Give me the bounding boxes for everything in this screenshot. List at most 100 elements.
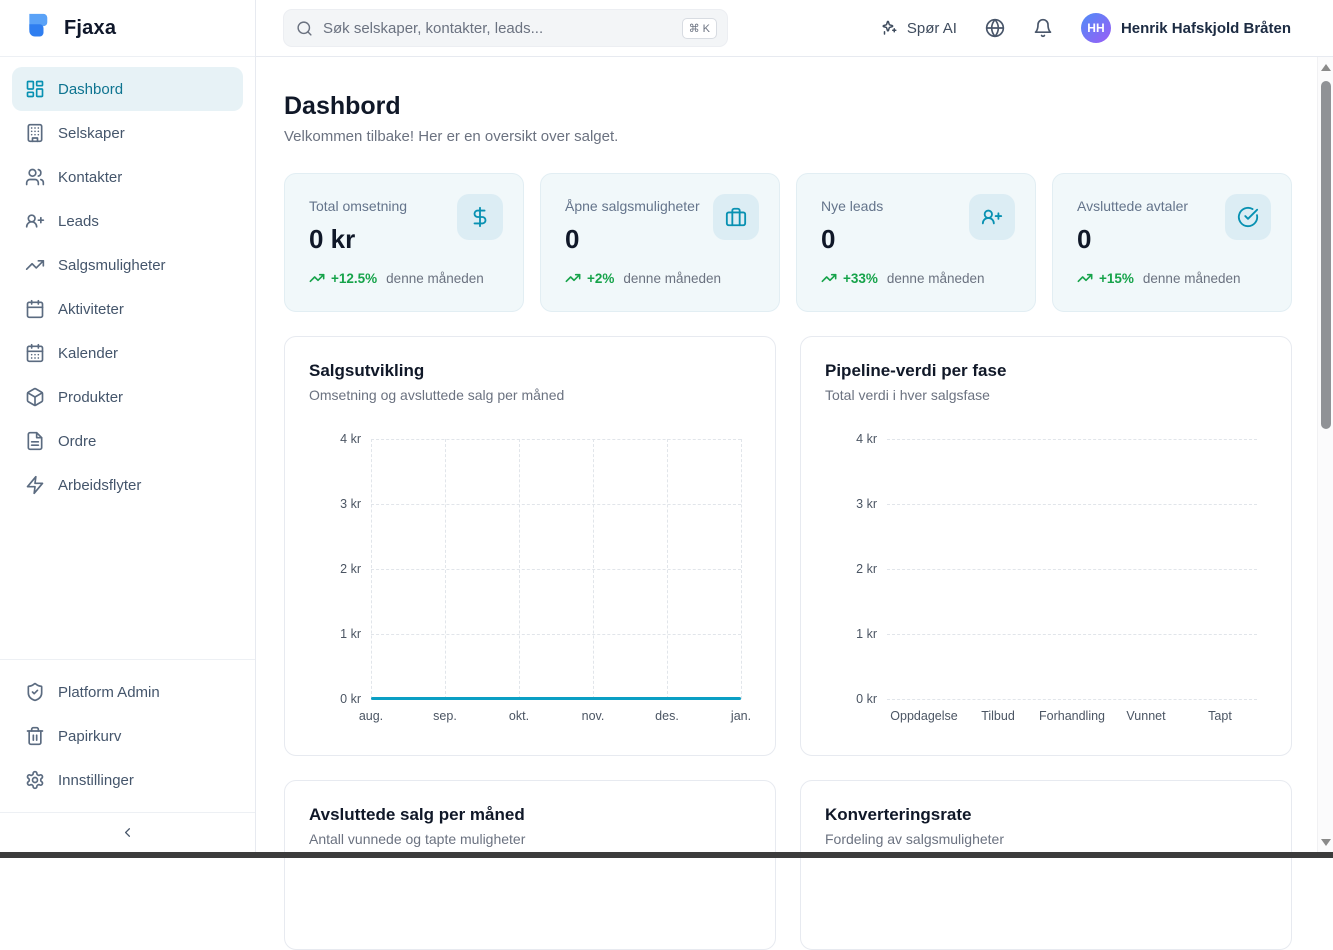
stats-row: Total omsetning 0 kr +12.5% denne månede… <box>284 173 1292 312</box>
main-content: Dashbord Velkommen tilbake! Her er en ov… <box>257 57 1317 950</box>
sidebar-item-dashboard[interactable]: Dashbord <box>12 67 243 111</box>
zap-icon <box>25 475 45 495</box>
sidebar-item-label: Leads <box>58 212 99 230</box>
pipeline-value-chart-card: Pipeline-verdi per fase Total verdi i hv… <box>800 336 1292 756</box>
y-axis-tick: 4 kr <box>856 432 877 446</box>
vertical-scrollbar[interactable] <box>1317 57 1333 858</box>
sparkles-icon <box>880 19 898 37</box>
package-icon <box>25 387 45 407</box>
avatar: HH <box>1080 13 1111 43</box>
topbar: ⌘ K Spør AI HH Henrik Hafskjold Bråten <box>256 0 1333 57</box>
sidebar-item-platform-admin[interactable]: Platform Admin <box>12 670 243 714</box>
sidebar-item-salgsmuligheter[interactable]: Salgsmuligheter <box>12 243 243 287</box>
user-plus-icon <box>969 194 1015 240</box>
keyboard-shortcut-badge: ⌘ K <box>681 17 717 39</box>
sales-trend-chart-card: Salgsutvikling Omsetning og avsluttede s… <box>284 336 776 756</box>
sidebar-collapse-button[interactable] <box>0 812 255 852</box>
y-axis-tick: 2 kr <box>856 562 877 576</box>
sidebar-item-label: Papirkurv <box>58 727 122 745</box>
chart-grid: aug. sep. okt. nov. des. jan. <box>359 439 751 723</box>
line-chart-plot: 4 kr 3 kr 2 kr 1 kr 0 kr <box>309 429 751 739</box>
y-axis-tick: 0 kr <box>856 692 877 706</box>
y-axis-tick: 1 kr <box>340 627 361 641</box>
brand-header: Fjaxa <box>0 0 255 57</box>
y-axis-tick: 0 kr <box>340 692 361 706</box>
building-icon <box>25 123 45 143</box>
x-axis-tick: jan. <box>730 709 752 723</box>
stat-trend: +33% denne måneden <box>821 270 1011 286</box>
scroll-down-arrow-icon[interactable] <box>1321 839 1331 846</box>
stat-trend: +15% denne måneden <box>1077 270 1267 286</box>
x-axis-tick: Forhandling <box>1038 709 1106 723</box>
scroll-up-arrow-icon[interactable] <box>1321 64 1331 71</box>
sidebar-item-innstillinger[interactable]: Innstillinger <box>12 758 243 802</box>
x-axis-tick: sep. <box>433 709 457 723</box>
sidebar-item-selskaper[interactable]: Selskaper <box>12 111 243 155</box>
stat-label: Total omsetning <box>309 198 408 214</box>
trend-percent: +33% <box>843 270 878 286</box>
y-axis-tick: 1 kr <box>856 627 877 641</box>
ask-ai-label: Spør AI <box>906 19 957 37</box>
x-axis-tick: aug. <box>358 709 384 723</box>
trending-up-icon <box>309 270 325 286</box>
sidebar-item-kontakter[interactable]: Kontakter <box>12 155 243 199</box>
chart-subtitle: Fordeling av salgsmuligheter <box>825 831 1004 847</box>
file-text-icon <box>25 431 45 451</box>
sidebar-item-label: Kontakter <box>58 168 123 186</box>
search-input[interactable] <box>323 19 672 37</box>
chart-title: Salgsutvikling <box>309 361 425 380</box>
stat-card-nye-leads: Nye leads 0 +33% denne måneden <box>796 173 1036 312</box>
x-axis-tick: nov. <box>581 709 605 723</box>
user-menu[interactable]: HH Henrik Hafskjold Bråten <box>1080 13 1291 43</box>
sidebar-item-ordre[interactable]: Ordre <box>12 419 243 463</box>
chart-title: Konverteringsrate <box>825 805 972 824</box>
x-axis-tick: Tilbud <box>981 709 1015 723</box>
stat-label: Avsluttede avtaler <box>1077 198 1189 214</box>
page-title: Dashbord <box>284 92 401 120</box>
chart-title: Pipeline-verdi per fase <box>825 361 1007 380</box>
sidebar-footer-nav: Platform Admin Papirkurv Innstillinger <box>0 659 255 812</box>
dollar-sign-icon <box>457 194 503 240</box>
trend-suffix: denne måneden <box>1142 270 1241 286</box>
closed-sales-chart-card: Avsluttede salg per måned Antall vunnede… <box>284 780 776 950</box>
stat-card-avsluttede-avtaler: Avsluttede avtaler 0 +15% denne måneden <box>1052 173 1292 312</box>
sidebar-item-produkter[interactable]: Produkter <box>12 375 243 419</box>
sidebar-item-label: Selskaper <box>58 124 125 142</box>
global-search[interactable]: ⌘ K <box>283 9 728 47</box>
trend-suffix: denne måneden <box>623 270 721 286</box>
bell-icon[interactable] <box>1033 18 1053 38</box>
charts-row: Salgsutvikling Omsetning og avsluttede s… <box>284 336 1292 756</box>
chart-subtitle: Total verdi i hver salgsfase <box>825 387 990 403</box>
x-axis-tick: Tapt <box>1208 709 1232 723</box>
calendar-icon <box>25 299 45 319</box>
revenue-line-series <box>371 697 741 700</box>
sidebar-item-arbeidsflyter[interactable]: Arbeidsflyter <box>12 463 243 507</box>
chart-title: Avsluttede salg per måned <box>309 805 525 824</box>
sidebar-item-kalender[interactable]: Kalender <box>12 331 243 375</box>
sidebar-item-label: Aktiviteter <box>58 300 124 318</box>
scrollbar-thumb[interactable] <box>1321 81 1331 429</box>
ask-ai-button[interactable]: Spør AI <box>880 19 957 37</box>
trend-suffix: denne måneden <box>386 270 484 286</box>
topbar-actions: Spør AI HH Henrik Hafskjold Bråten <box>880 13 1333 43</box>
sidebar-nav: Dashbord Selskaper Kontakter Leads Salgs… <box>0 57 255 517</box>
sidebar-item-label: Salgsmuligheter <box>58 256 166 274</box>
trending-up-icon <box>25 255 45 275</box>
user-name: Henrik Hafskjold Bråten <box>1120 19 1291 37</box>
globe-icon[interactable] <box>985 18 1005 38</box>
search-icon <box>296 20 313 37</box>
stat-label: Nye leads <box>821 198 884 214</box>
check-circle-icon <box>1225 194 1271 240</box>
x-axis-tick: Oppdagelse <box>890 709 958 723</box>
users-icon <box>25 167 45 187</box>
sidebar-item-aktiviteter[interactable]: Aktiviteter <box>12 287 243 331</box>
chart-subtitle: Omsetning og avsluttede salg per måned <box>309 387 565 403</box>
bottom-edge-strip <box>0 852 1333 858</box>
sidebar-item-papirkurv[interactable]: Papirkurv <box>12 714 243 758</box>
trend-suffix: denne måneden <box>886 270 985 286</box>
trending-up-icon <box>1077 270 1093 286</box>
x-axis-tick: okt. <box>508 709 530 723</box>
stat-value: 0 kr <box>309 224 356 254</box>
sidebar-item-leads[interactable]: Leads <box>12 199 243 243</box>
chevron-left-icon <box>120 825 135 840</box>
